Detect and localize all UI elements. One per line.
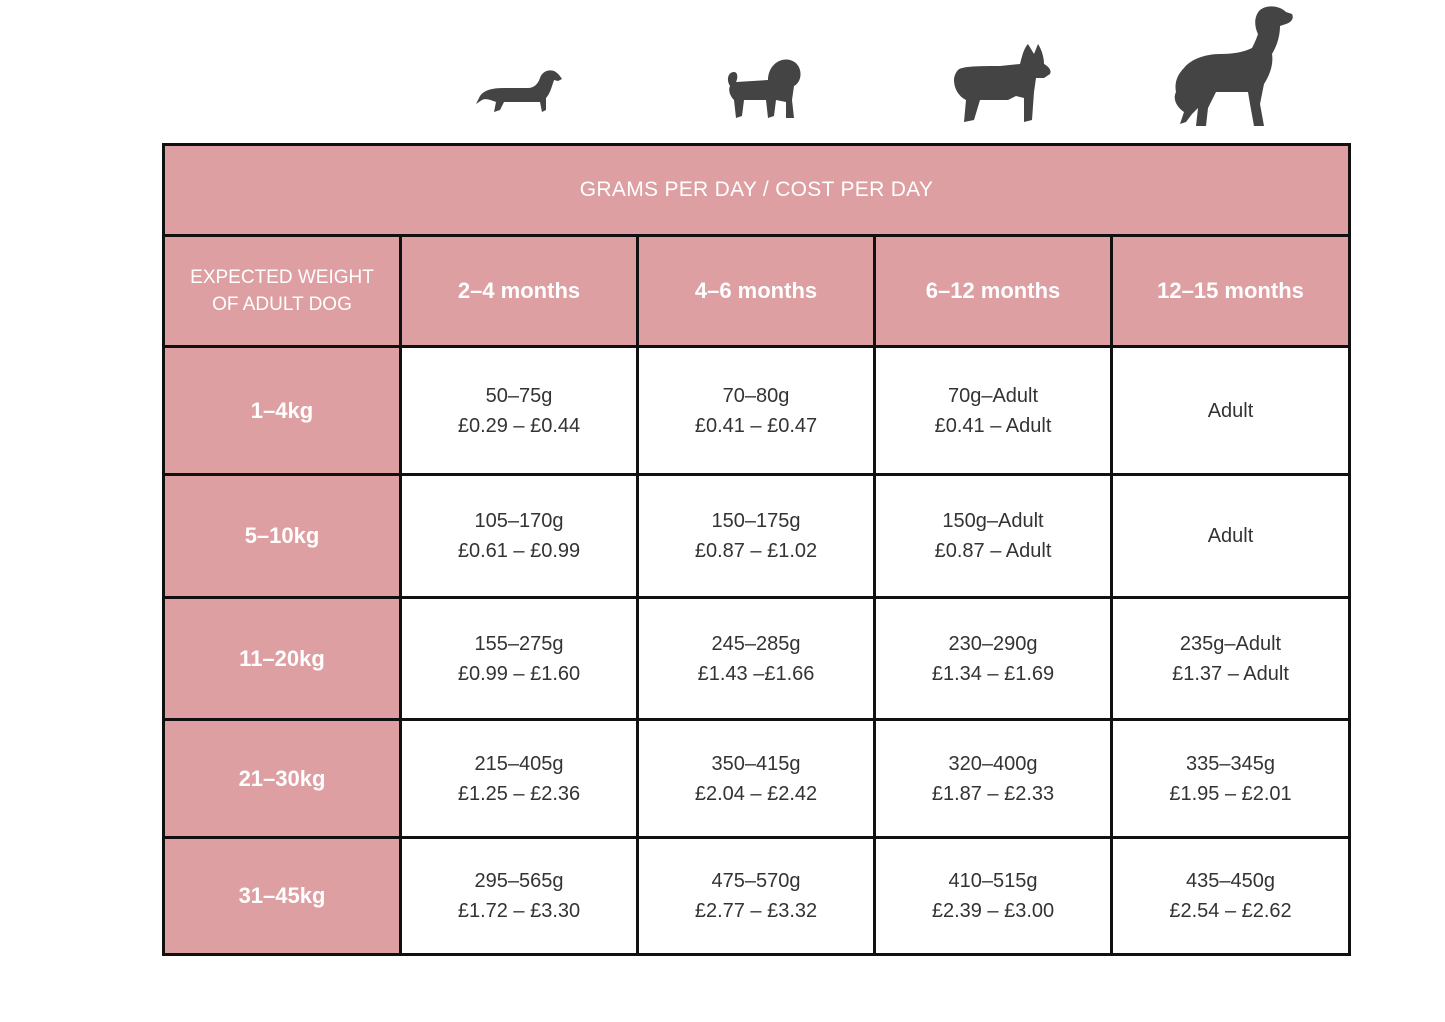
grams-value: 215–405g [474, 752, 564, 775]
feeding-cell: 335–345g £1.95 – £2.01 [1109, 718, 1352, 839]
age-column-header: 2–4 months [399, 234, 639, 348]
cost-value: £2.77 – £3.32 [694, 900, 818, 922]
cost-value: £1.34 – £1.69 [931, 662, 1055, 685]
weight-row-header: 21–30kg [162, 718, 402, 839]
grams-value: 230–290g [948, 632, 1038, 655]
weight-row-header: 11–20kg [162, 596, 402, 721]
cost-value: £0.61 – £0.99 [457, 540, 581, 562]
grams-value: 105–170g [474, 510, 564, 532]
cost-value: £0.87 – Adult [934, 540, 1052, 562]
cost-value: £1.43 –£1.66 [697, 662, 815, 685]
pug-icon [718, 56, 802, 124]
grams-value: 350–415g [711, 752, 801, 775]
cost-value: £0.87 – £1.02 [694, 540, 818, 562]
cost-value: £1.72 – £3.30 [457, 900, 581, 922]
feeding-cell: 245–285g £1.43 –£1.66 [636, 596, 876, 721]
cost-value: £2.04 – £2.42 [694, 782, 818, 805]
grams-value: 245–285g [711, 632, 801, 655]
grams-value: 70–80g [722, 384, 790, 407]
grams-value: 150g–Adult [942, 510, 1044, 532]
grams-value: 410–515g [948, 870, 1038, 892]
age-column-header: 6–12 months [873, 234, 1113, 348]
grams-value: Adult [1207, 525, 1254, 547]
feeding-cell: 230–290g £1.34 – £1.69 [873, 596, 1113, 721]
cost-value: £2.54 – £2.62 [1169, 900, 1292, 922]
feeding-cell: 350–415g £2.04 – £2.42 [636, 718, 876, 839]
feeding-cell: 105–170g £0.61 – £0.99 [399, 473, 639, 599]
cost-value: £0.41 – £0.47 [694, 414, 818, 437]
feeding-cell: 235g–Adult £1.37 – Adult [1109, 596, 1352, 721]
cost-value: £2.39 – £3.00 [931, 900, 1055, 922]
grams-value: 50–75g [485, 384, 553, 407]
grams-value: 150–175g [711, 510, 801, 532]
weight-header-line-1: EXPECTED WEIGHT [190, 267, 374, 288]
cost-value: £1.87 – £2.33 [931, 782, 1055, 805]
feeding-cell: 475–570g £2.77 – £3.32 [636, 836, 876, 956]
table-row: 5–10kg 105–170g £0.61 – £0.99 150–175g £0.… [162, 473, 1352, 599]
feeding-cell: 155–275g £0.99 – £1.60 [399, 596, 639, 721]
table-row: 21–30kg 215–405g £1.25 – £2.36 350–415g £2… [162, 718, 1352, 839]
feeding-cell: 150–175g £0.87 – £1.02 [636, 473, 876, 599]
grams-value: 320–400g [948, 752, 1038, 775]
cost-value: £1.25 – £2.36 [457, 782, 581, 805]
feeding-cell: 410–515g £2.39 – £3.00 [873, 836, 1113, 956]
cost-value: £0.99 – £1.60 [457, 662, 581, 685]
feeding-cell: 150g–Adult £0.87 – Adult [873, 473, 1113, 599]
cost-value: £1.95 – £2.01 [1169, 782, 1292, 805]
grams-value: 155–275g [474, 632, 564, 655]
feeding-cell: Adult [1109, 345, 1352, 476]
cost-value: £0.41 – Adult [934, 414, 1052, 437]
feeding-cell: 70g–Adult £0.41 – Adult [873, 345, 1113, 476]
weight-header-line-2: OF ADULT DOG [212, 294, 352, 315]
grams-value: 295–565g [474, 870, 564, 892]
table-row: 1–4kg 50–75g £0.29 – £0.44 70–80g £0.41 – … [162, 345, 1352, 476]
age-column-header: 4–6 months [636, 234, 876, 348]
grams-value: 435–450g [1186, 870, 1275, 892]
grams-value: Adult [1207, 399, 1254, 422]
spaniel-icon [1168, 4, 1296, 130]
dachshund-icon [474, 66, 562, 120]
weight-row-header: 1–4kg [162, 345, 402, 476]
table-title: GRAMS PER DAY / COST PER DAY [161, 143, 1352, 237]
age-column-header: 12–15 months [1109, 234, 1352, 348]
weight-row-header: 31–45kg [162, 836, 402, 956]
grams-value: 335–345g [1186, 752, 1275, 775]
grams-value: 70g–Adult [947, 384, 1039, 407]
feeding-cell: 70–80g £0.41 – £0.47 [636, 345, 876, 476]
feeding-cell: Adult [1109, 473, 1352, 599]
grams-value: 235g–Adult [1179, 632, 1282, 655]
table-row: 31–45kg 295–565g £1.72 – £3.30 475–570g £2… [162, 836, 1352, 956]
feeding-cell: 215–405g £1.25 – £2.36 [399, 718, 639, 839]
weight-row-header: 5–10kg [162, 473, 402, 599]
grams-value: 475–570g [711, 870, 801, 892]
feeding-cell: 295–565g £1.72 – £3.30 [399, 836, 639, 956]
feeding-cell: 50–75g £0.29 – £0.44 [399, 345, 639, 476]
weight-column-header: EXPECTED WEIGHT OF ADULT DOG [162, 234, 402, 348]
cost-value: £1.37 – Adult [1172, 662, 1289, 685]
french-bulldog-icon [950, 40, 1052, 126]
feeding-cell: 320–400g £1.87 – £2.33 [873, 718, 1113, 839]
feeding-guide-table: GRAMS PER DAY / COST PER DAY EXPECTED WE… [161, 143, 1352, 956]
table-row: 11–20kg 155–275g £0.99 – £1.60 245–285g £1… [162, 596, 1352, 721]
cost-value: £0.29 – £0.44 [457, 414, 581, 437]
feeding-cell: 435–450g £2.54 – £2.62 [1109, 836, 1352, 956]
